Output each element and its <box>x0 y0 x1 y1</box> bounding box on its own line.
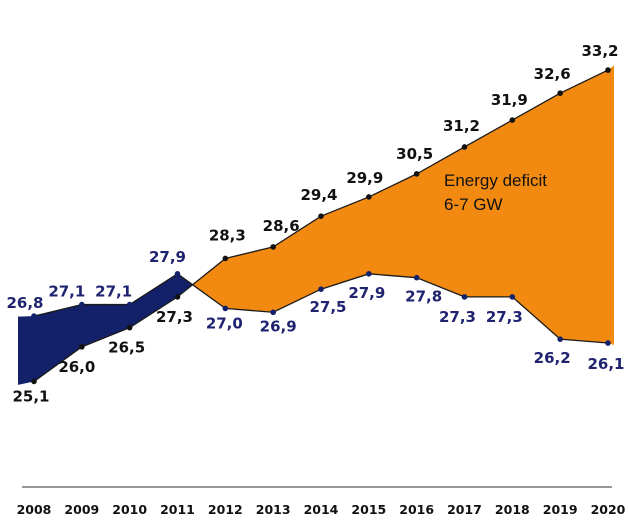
demand-label-2014: 29,4 <box>300 186 337 204</box>
supply-label-2008: 26,8 <box>6 294 43 312</box>
demand-point-2009 <box>79 344 85 350</box>
supply-label-2013: 26,9 <box>260 317 297 335</box>
supply-point-2016 <box>413 274 420 281</box>
demand-point-2019 <box>557 90 563 96</box>
supply-label-2011: 27,9 <box>149 248 186 266</box>
x-tick-label-2011: 2011 <box>160 502 195 517</box>
supply-point-2017 <box>461 294 468 300</box>
x-tick-label-2012: 2012 <box>208 502 243 517</box>
x-tick-label-2015: 2015 <box>351 502 386 517</box>
supply-label-2019: 26,2 <box>534 349 571 367</box>
supply-label-2018: 27,3 <box>486 308 523 326</box>
supply-label-2010: 27,1 <box>95 283 132 301</box>
annotation-line-1: Energy deficit <box>444 171 547 190</box>
demand-point-2016 <box>413 171 420 177</box>
supply-point-2020 <box>605 340 611 346</box>
supply-point-2015 <box>366 271 372 277</box>
demand-point-2017 <box>461 144 468 150</box>
demand-label-2015: 29,9 <box>346 169 383 187</box>
x-tick-label-2014: 2014 <box>304 502 339 517</box>
x-tick-label-2018: 2018 <box>495 502 530 517</box>
demand-point-2013 <box>270 244 276 250</box>
supply-point-2014 <box>318 286 324 293</box>
demand-label-2010: 26,5 <box>108 339 145 357</box>
demand-point-2012 <box>222 255 229 262</box>
demand-label-2020: 33,2 <box>581 42 618 60</box>
supply-point-2009 <box>79 301 85 308</box>
demand-point-2011 <box>174 294 181 300</box>
area-layer <box>18 65 614 385</box>
demand-label-2008: 25,1 <box>12 387 49 405</box>
supply-label-2017: 27,3 <box>439 308 476 326</box>
demand-point-2014 <box>318 213 324 219</box>
supply-point-2011 <box>174 271 181 277</box>
x-tick-label-2016: 2016 <box>399 502 434 517</box>
x-tick-label-2010: 2010 <box>112 502 147 517</box>
data-label-layer: 25,1 26,0 26,5 27,3 28,3 28,629,4 29,9 30,5 31,2… <box>6 42 624 405</box>
demand-label-2013: 28,6 <box>263 217 300 235</box>
supply-label-2015: 27,9 <box>348 284 385 302</box>
demand-label-2009: 26,0 <box>58 358 95 376</box>
demand-label-2012: 28,3 <box>209 226 246 244</box>
supply-point-2010 <box>126 301 133 308</box>
demand-label-2018: 31,9 <box>491 91 528 109</box>
demand-label-2017: 31,2 <box>443 117 480 135</box>
demand-label-2016: 30,5 <box>396 145 433 163</box>
supply-point-2018 <box>509 294 516 300</box>
supply-point-2013 <box>270 309 276 316</box>
supply-label-2016: 27,8 <box>405 288 442 306</box>
x-tick-label-2009: 2009 <box>64 502 99 517</box>
x-tick-label-2013: 2013 <box>256 502 291 517</box>
supply-point-2008 <box>31 313 37 319</box>
supply-label-2020: 26,1 <box>587 355 624 373</box>
x-tick-label-2020: 2020 <box>591 502 626 517</box>
x-tick-label-2019: 2019 <box>543 502 578 517</box>
supply-label-2009: 27,1 <box>48 283 85 301</box>
demand-label-2011: 27,3 <box>156 308 193 326</box>
deficit-area <box>192 65 614 345</box>
supply-point-2019 <box>557 336 563 342</box>
x-tick-layer: 2008 2009 2010 2011 2012 2013 2014 2015 2016 2017… <box>17 502 626 517</box>
demand-point-2008 <box>31 378 37 385</box>
supply-label-2014: 27,5 <box>309 298 346 316</box>
point-layer <box>31 67 611 385</box>
supply-point-2012 <box>222 305 229 312</box>
demand-point-2020 <box>605 67 611 73</box>
demand-point-2010 <box>126 324 133 331</box>
annotation-line-2: 6-7 GW <box>444 195 503 214</box>
demand-label-2019: 32,6 <box>534 65 571 83</box>
demand-point-2018 <box>509 117 516 123</box>
supply-label-2012: 27,0 <box>206 314 243 332</box>
demand-point-2015 <box>366 194 372 200</box>
x-tick-label-2017: 2017 <box>447 502 482 517</box>
surplus-area <box>18 273 193 385</box>
x-tick-label-2008: 2008 <box>17 502 52 517</box>
